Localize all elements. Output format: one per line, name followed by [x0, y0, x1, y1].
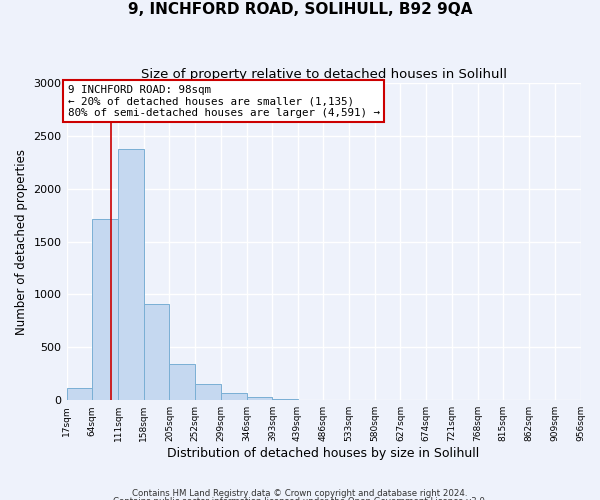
Bar	[247, 396, 272, 400]
Bar	[272, 398, 298, 400]
Bar	[67, 388, 92, 400]
Bar	[118, 148, 144, 400]
Y-axis label: Number of detached properties: Number of detached properties	[15, 148, 28, 334]
Bar	[169, 364, 195, 400]
Text: Contains HM Land Registry data © Crown copyright and database right 2024.: Contains HM Land Registry data © Crown c…	[132, 489, 468, 498]
Text: 9, INCHFORD ROAD, SOLIHULL, B92 9QA: 9, INCHFORD ROAD, SOLIHULL, B92 9QA	[128, 2, 472, 18]
Bar	[195, 384, 221, 400]
Title: Size of property relative to detached houses in Solihull: Size of property relative to detached ho…	[140, 68, 506, 80]
Text: Contains public sector information licensed under the Open Government Licence v3: Contains public sector information licen…	[113, 497, 487, 500]
Bar	[92, 220, 118, 400]
Text: 9 INCHFORD ROAD: 98sqm
← 20% of detached houses are smaller (1,135)
80% of semi-: 9 INCHFORD ROAD: 98sqm ← 20% of detached…	[68, 84, 380, 118]
X-axis label: Distribution of detached houses by size in Solihull: Distribution of detached houses by size …	[167, 447, 479, 460]
Bar	[221, 393, 247, 400]
Bar	[144, 304, 169, 400]
